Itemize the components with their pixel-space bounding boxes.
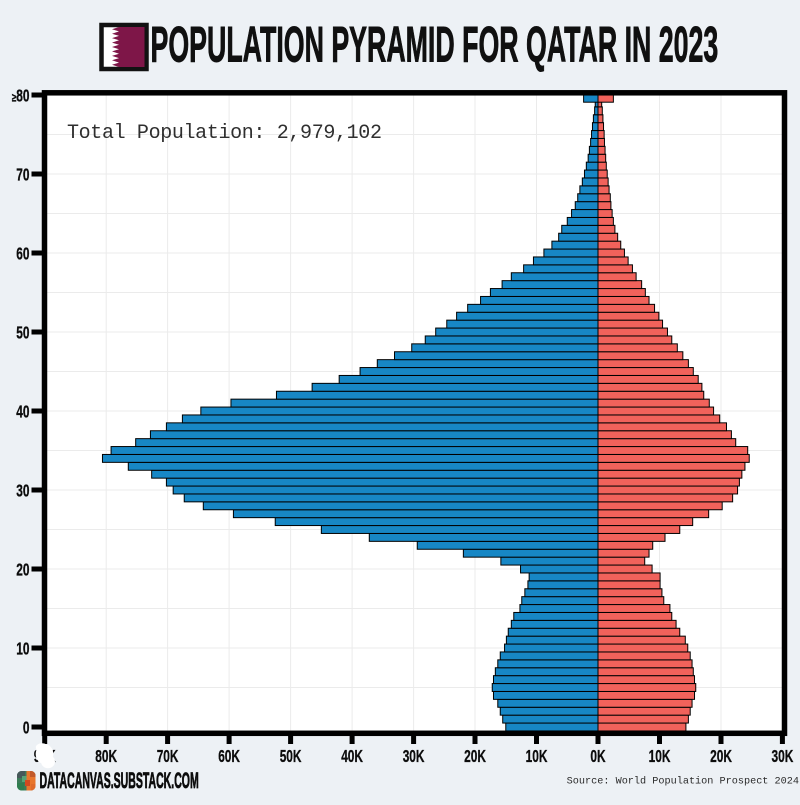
svg-text:60K: 60K bbox=[218, 747, 240, 767]
svg-text:50K: 50K bbox=[280, 747, 302, 767]
svg-text:50: 50 bbox=[16, 323, 29, 343]
svg-text:Total Population: 2,979,102: Total Population: 2,979,102 bbox=[67, 122, 382, 145]
svg-text:10K: 10K bbox=[649, 747, 671, 767]
svg-text:60: 60 bbox=[16, 244, 29, 264]
svg-text:30K: 30K bbox=[403, 747, 425, 767]
svg-text:DATACANVAS.SUBSTACK.COM: DATACANVAS.SUBSTACK.COM bbox=[40, 768, 199, 794]
svg-text:40K: 40K bbox=[341, 747, 363, 767]
svg-text:10K: 10K bbox=[526, 747, 548, 767]
svg-text:80K: 80K bbox=[95, 747, 117, 767]
svg-text:20K: 20K bbox=[464, 747, 486, 767]
svg-text:Source: World Population Prosp: Source: World Population Prospect 2024 bbox=[567, 776, 799, 788]
svg-text:30: 30 bbox=[16, 481, 29, 501]
svg-text:40: 40 bbox=[16, 402, 29, 422]
svg-text:10: 10 bbox=[16, 639, 29, 659]
svg-text:20K: 20K bbox=[710, 747, 732, 767]
svg-text:70: 70 bbox=[16, 165, 29, 185]
svg-text:0: 0 bbox=[23, 718, 30, 738]
svg-text:≥80: ≥80 bbox=[12, 86, 30, 106]
svg-text:70K: 70K bbox=[157, 747, 179, 767]
svg-text:30K: 30K bbox=[771, 747, 793, 767]
svg-text:POPULATION PYRAMID FOR QATAR I: POPULATION PYRAMID FOR QATAR IN 2023 bbox=[151, 15, 719, 72]
svg-text:20: 20 bbox=[16, 560, 29, 580]
svg-text:0K: 0K bbox=[590, 747, 605, 767]
